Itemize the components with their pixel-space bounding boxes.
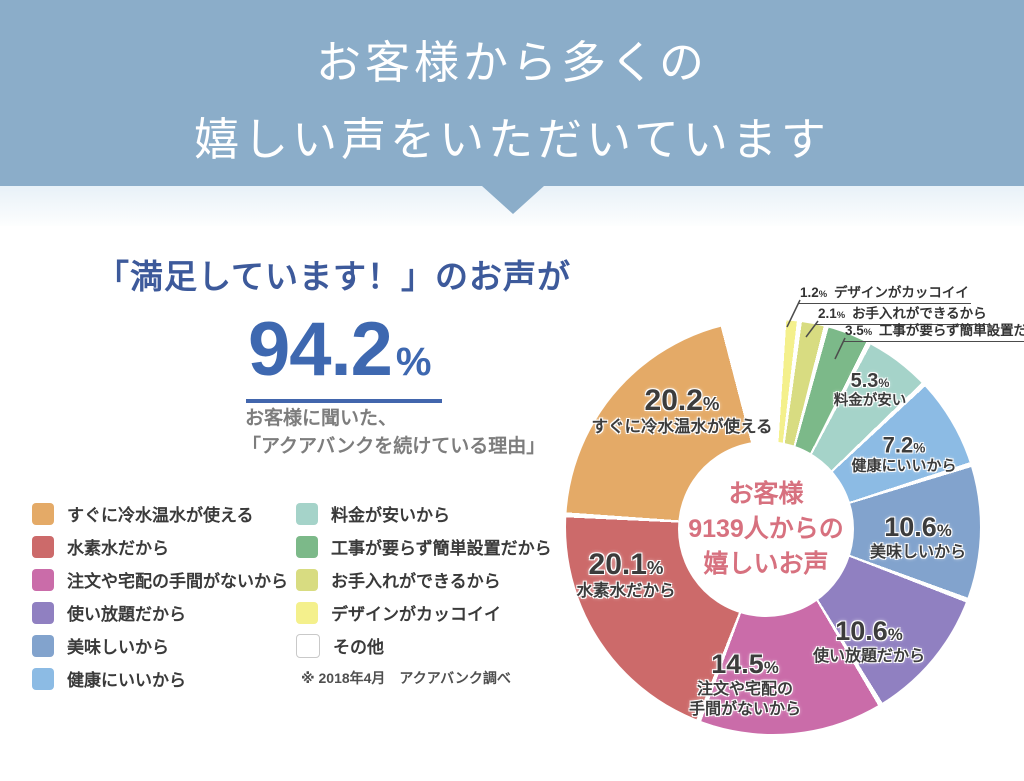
legend-item-label: デザインがカッコイイ bbox=[331, 605, 501, 624]
callout-design: 1.2% デザインがカッコイイ bbox=[798, 281, 971, 304]
slice-percent: 20.1% bbox=[588, 548, 664, 582]
claim-title: 「満足しています！」のお声が bbox=[96, 258, 572, 295]
legend-item-instant: すぐに冷水温水が使える bbox=[32, 501, 254, 526]
legend-item-price: 料金が安いから bbox=[296, 501, 450, 526]
legend-item-taste: 美味しいから bbox=[32, 633, 169, 658]
legend-item-label: その他 bbox=[333, 638, 384, 657]
legend-swatch-install bbox=[296, 535, 318, 558]
legend-item-hydrogen: 水素水だから bbox=[32, 534, 169, 559]
legend-swatch-design bbox=[296, 601, 318, 624]
legend-item-health: 健康にいいから bbox=[32, 666, 186, 691]
header-title-line2: 嬉しい声をいただいています bbox=[194, 115, 830, 165]
slice-percent: 10.6% bbox=[884, 512, 952, 543]
legend-swatch-price bbox=[296, 502, 318, 525]
slice-percent: 7.2% bbox=[882, 432, 926, 458]
legend-item-label: 料金が安いから bbox=[331, 506, 450, 525]
legend-item-label: 美味しいから bbox=[67, 638, 169, 657]
satisfaction-stat: 94.2% bbox=[246, 306, 442, 403]
slice-name: 美味しいから bbox=[869, 543, 967, 561]
slice-name: 注文や宅配の bbox=[696, 680, 794, 698]
center-text-line1: お客様 bbox=[728, 479, 804, 508]
slice-name: 健康にいいから bbox=[851, 457, 957, 475]
legend-item-label: 使い放題だから bbox=[67, 605, 186, 624]
legend-swatch-taste bbox=[32, 634, 54, 657]
center-text-line3: 嬉しいお声 bbox=[703, 549, 829, 578]
slice-label-hydrogen: 20.1% 水素水だから bbox=[577, 548, 676, 602]
callout-install: 3.5% 工事が要らず簡単設置だから bbox=[843, 319, 1024, 342]
legend-swatch-unlimited bbox=[32, 601, 54, 624]
legend-item-label: 注文や宅配の手間がないから bbox=[67, 572, 288, 591]
slice-label-instant: 20.2% すぐに冷水温水が使える bbox=[591, 384, 772, 438]
satisfaction-stat-underline: 94.2% bbox=[246, 306, 442, 403]
slice-label-order: 14.5% 注文や宅配の 手間がないから bbox=[688, 649, 802, 720]
legend-swatch-health bbox=[32, 667, 54, 690]
slice-label-taste: 10.6% 美味しいから bbox=[869, 512, 967, 563]
satisfaction-value: 94.2 bbox=[248, 307, 393, 392]
legend-item-label: 健康にいいから bbox=[67, 671, 186, 690]
slice-label-price: 5.3% 料金が安い bbox=[834, 370, 907, 410]
slice-name: すぐに冷水温水が使える bbox=[591, 418, 773, 437]
slice-name: 手間がないから bbox=[688, 700, 802, 718]
legend-item-label: 水素水だから bbox=[67, 539, 169, 558]
slice-name: 使い放題だから bbox=[812, 647, 926, 665]
legend-item-label: 工事が要らず簡単設置だから bbox=[331, 539, 552, 558]
legend-item-label: すぐに冷水温水が使える bbox=[67, 506, 254, 525]
donut-hole: お客様 9139人からの 嬉しいお声 bbox=[678, 441, 854, 617]
slice-name: 料金が安い bbox=[833, 392, 907, 409]
legend-swatch-other bbox=[296, 633, 320, 658]
legend-item-care: お手入れができるから bbox=[296, 567, 501, 592]
down-pointer-icon bbox=[482, 186, 544, 214]
slice-percent: 5.3% bbox=[850, 369, 890, 392]
slice-label-health: 7.2% 健康にいいから bbox=[851, 432, 957, 477]
legend-item-design: デザインがカッコイイ bbox=[296, 600, 501, 625]
slice-percent: 10.6% bbox=[835, 616, 903, 647]
legend-swatch-hydrogen bbox=[32, 535, 54, 558]
header-title-line1: お客様から多くの bbox=[315, 38, 708, 88]
center-text-line2: 9139人からの bbox=[688, 514, 844, 543]
slice-percent: 20.2% bbox=[644, 384, 720, 418]
legend-item-other: その他 bbox=[296, 633, 384, 658]
legend-swatch-care bbox=[296, 568, 318, 591]
percent-sign: % bbox=[395, 340, 432, 384]
legend-item-install: 工事が要らず簡単設置だから bbox=[296, 534, 552, 559]
slice-percent: 14.5% bbox=[711, 649, 779, 680]
header-banner: お客様から多くの 嬉しい声をいただいています bbox=[0, 0, 1024, 186]
slice-name: 水素水だから bbox=[576, 582, 676, 601]
survey-question-line2: 「アクアバンクを続けている理由」 bbox=[242, 436, 546, 457]
legend-swatch-order bbox=[32, 568, 54, 591]
legend-item-label: お手入れができるから bbox=[331, 572, 501, 591]
survey-note: ※ 2018年4月 アクアバンク調べ bbox=[301, 670, 511, 686]
legend-item-order: 注文や宅配の手間がないから bbox=[32, 567, 288, 592]
slice-label-unlimited: 10.6% 使い放題だから bbox=[812, 616, 926, 667]
survey-question-line1: お客様に聞いた、 bbox=[245, 408, 398, 429]
legend-swatch-instant bbox=[32, 502, 54, 525]
legend-item-unlimited: 使い放題だから bbox=[32, 600, 186, 625]
callout-care: 2.1% お手入れができるから bbox=[816, 302, 989, 325]
